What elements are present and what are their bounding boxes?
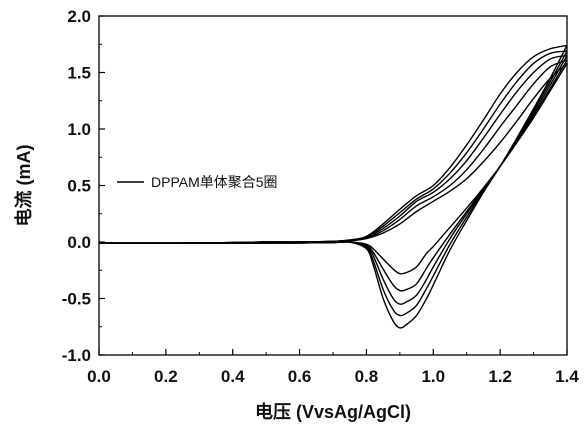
x-tick-label: 0.4 bbox=[221, 367, 245, 386]
y-tick-label: 0.5 bbox=[67, 177, 91, 196]
x-tick-label: 0.2 bbox=[154, 367, 178, 386]
y-axis-title: 电流 (mA) bbox=[13, 145, 34, 227]
y-tick-label: -0.5 bbox=[62, 290, 91, 309]
x-tick-label: 0.8 bbox=[355, 367, 379, 386]
x-tick-label: 0.0 bbox=[87, 367, 111, 386]
y-tick-label: 2.0 bbox=[67, 7, 91, 26]
x-tick-label: 0.6 bbox=[288, 367, 312, 386]
y-tick-label: 1.5 bbox=[67, 64, 91, 83]
x-tick-label: 1.4 bbox=[555, 367, 579, 386]
x-tick-label: 1.0 bbox=[421, 367, 445, 386]
y-tick-label: 0.0 bbox=[67, 233, 91, 252]
y-tick-label: -1.0 bbox=[62, 346, 91, 365]
x-tick-label: 1.2 bbox=[488, 367, 512, 386]
y-tick-label: 1.0 bbox=[67, 120, 91, 139]
x-axis-title: 电压 (VvsAg/AgCl) bbox=[255, 401, 411, 422]
legend-label: DPPAM单体聚合5圈 bbox=[151, 174, 278, 190]
